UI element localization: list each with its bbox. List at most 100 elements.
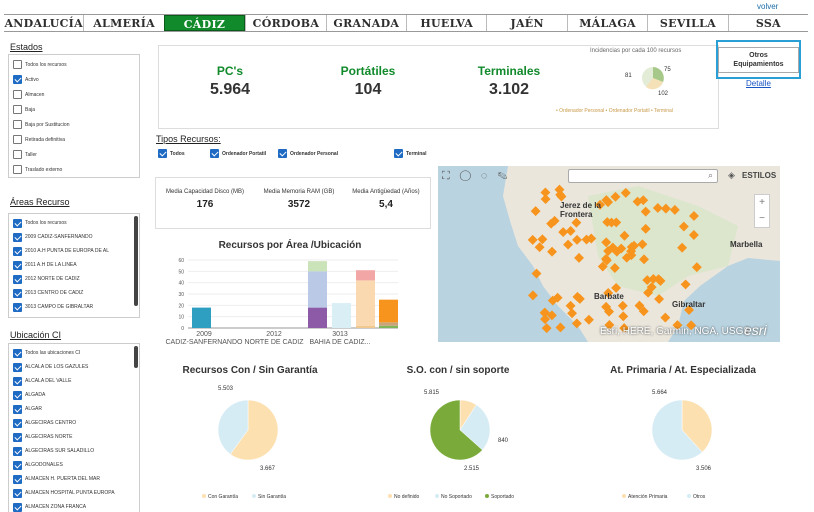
map-marker[interactable] bbox=[640, 223, 651, 234]
estados-item[interactable]: Activo bbox=[12, 72, 136, 87]
province-tab-4[interactable]: GRANADA bbox=[325, 15, 406, 31]
map-marker[interactable] bbox=[626, 250, 637, 261]
map-search-input[interactable]: ⌕ bbox=[568, 169, 718, 183]
map-marker[interactable] bbox=[565, 300, 576, 311]
ubicacion-scrollbar[interactable] bbox=[134, 346, 138, 368]
ubicacion-checkbox[interactable] bbox=[13, 376, 22, 386]
tipo-item[interactable]: Todos bbox=[158, 149, 185, 158]
ubicacion-item[interactable]: ALCALA DE LOS GAZULES bbox=[12, 360, 136, 374]
pie-slice[interactable] bbox=[217, 399, 249, 455]
province-tab-3[interactable]: CÓRDOBA bbox=[245, 15, 325, 31]
areas-item[interactable]: 2009 CADIZ-SANFERNANDO bbox=[12, 230, 136, 244]
map-marker[interactable] bbox=[609, 263, 620, 273]
map-marker[interactable] bbox=[541, 323, 552, 334]
areas-item[interactable]: 2011 A.H DE LA LINEA bbox=[12, 258, 136, 272]
pie-slice[interactable] bbox=[429, 399, 483, 461]
ubicacion-checkbox[interactable] bbox=[13, 390, 22, 400]
estados-item[interactable]: Traslado externo bbox=[12, 162, 136, 177]
map-tools[interactable]: ⛶◯◌✎ bbox=[442, 170, 518, 182]
ubicacion-checkbox[interactable] bbox=[13, 362, 22, 372]
estados-item[interactable]: Almacen bbox=[12, 87, 136, 102]
map-marker[interactable] bbox=[583, 314, 594, 325]
pie-slice[interactable] bbox=[459, 404, 491, 451]
areas-checkbox[interactable] bbox=[13, 218, 22, 228]
map-marker[interactable] bbox=[534, 242, 545, 253]
estados-checkbox[interactable] bbox=[13, 105, 22, 114]
ubicacion-checkbox[interactable] bbox=[13, 502, 22, 512]
pie-slice[interactable] bbox=[651, 399, 703, 461]
map-marker[interactable] bbox=[684, 305, 695, 315]
map-marker[interactable] bbox=[634, 300, 645, 311]
province-tab-8[interactable]: SEVILLA bbox=[647, 15, 727, 31]
pie-slice[interactable] bbox=[230, 399, 279, 461]
ubicacion-checkbox[interactable] bbox=[13, 418, 22, 428]
map-marker[interactable] bbox=[618, 311, 629, 322]
ubicacion-checkbox[interactable] bbox=[13, 404, 22, 414]
tipo-checkbox[interactable] bbox=[394, 149, 403, 158]
tipo-item[interactable]: Terminal bbox=[394, 149, 426, 158]
ubicacion-item[interactable]: ALGAR bbox=[12, 402, 136, 416]
ubicacion-item[interactable]: ALMACEN HOSPITAL PUNTA EUROPA bbox=[12, 486, 136, 500]
estados-checkbox[interactable] bbox=[13, 120, 22, 129]
province-tab-2[interactable]: CÁDIZ bbox=[163, 15, 246, 31]
ubicacion-checkbox[interactable] bbox=[13, 460, 22, 470]
zoom-out-button[interactable]: − bbox=[759, 213, 765, 224]
ubicacion-checkbox[interactable] bbox=[13, 474, 22, 484]
map-view[interactable]: ⛶◯◌✎ ⌕ ◈ ESTILOS + − Jerez de la Fronter… bbox=[438, 166, 780, 342]
map-marker[interactable] bbox=[660, 203, 671, 214]
estados-item[interactable]: Taller bbox=[12, 147, 136, 162]
tipo-checkbox[interactable] bbox=[210, 149, 219, 158]
map-marker[interactable] bbox=[571, 217, 582, 228]
areas-checkbox[interactable] bbox=[13, 274, 22, 284]
ubicacion-item[interactable]: ALGADA bbox=[12, 388, 136, 402]
map-marker[interactable] bbox=[571, 318, 582, 329]
ubicacion-item[interactable]: ALMACEN H. PUERTA DEL MAR bbox=[12, 472, 136, 486]
estados-checkbox[interactable] bbox=[13, 90, 22, 99]
map-marker[interactable] bbox=[527, 290, 538, 301]
zoom-in-button[interactable]: + bbox=[759, 197, 765, 208]
province-tab-6[interactable]: JAÉN bbox=[486, 15, 566, 31]
province-tab-1[interactable]: ALMERÍA bbox=[83, 15, 163, 31]
estados-checkbox[interactable] bbox=[13, 135, 22, 144]
ubicacion-item[interactable]: Todos las ubicaciones CI bbox=[12, 346, 136, 360]
ubicacion-checkbox[interactable] bbox=[13, 488, 22, 498]
volver-link[interactable]: volver bbox=[757, 2, 779, 11]
estados-item[interactable]: Baja bbox=[12, 102, 136, 117]
province-tab-7[interactable]: MÁLAGA bbox=[566, 15, 647, 31]
areas-checkbox[interactable] bbox=[13, 246, 22, 256]
map-marker[interactable] bbox=[540, 194, 551, 205]
map-marker[interactable] bbox=[604, 319, 615, 330]
areas-item[interactable]: 2010 A.H PUNTA DE EUROPA DE AL bbox=[12, 244, 136, 258]
estados-item[interactable]: Retirada definitiva bbox=[12, 132, 136, 147]
map-marker[interactable] bbox=[620, 187, 631, 198]
ubicacion-checkbox[interactable] bbox=[13, 432, 22, 442]
map-marker[interactable] bbox=[546, 310, 557, 321]
tipo-checkbox[interactable] bbox=[278, 149, 287, 158]
map-marker[interactable] bbox=[632, 196, 643, 207]
estilos-button[interactable]: ESTILOS bbox=[742, 171, 777, 180]
tipo-item[interactable]: Ordenador Portatil bbox=[210, 149, 266, 158]
map-marker[interactable] bbox=[555, 322, 566, 333]
estados-checkbox[interactable] bbox=[13, 60, 22, 69]
areas-checkbox[interactable] bbox=[13, 232, 22, 242]
ubicacion-checkbox[interactable] bbox=[13, 348, 22, 358]
map-marker[interactable] bbox=[549, 215, 560, 226]
map-marker[interactable] bbox=[637, 239, 648, 250]
pie-slice[interactable] bbox=[681, 399, 713, 453]
ubicacion-item[interactable]: ALGECIRAS CENTRO bbox=[12, 416, 136, 430]
areas-item[interactable]: 3013 CAMPO DE GIBRALTAR bbox=[12, 300, 136, 314]
estados-checkbox[interactable] bbox=[13, 75, 22, 84]
detalle-link[interactable]: Detalle bbox=[746, 79, 771, 88]
areas-checkbox[interactable] bbox=[13, 302, 22, 312]
areas-item[interactable]: Todos los recursos bbox=[12, 216, 136, 230]
ubicacion-checkbox[interactable] bbox=[13, 446, 22, 456]
areas-item[interactable]: 2013 CENTRO DE CADIZ bbox=[12, 286, 136, 300]
ubicacion-item[interactable]: ALMACEN ZONA FRANCA bbox=[12, 500, 136, 512]
ubicacion-item[interactable]: ALCALA DEL VALLE bbox=[12, 374, 136, 388]
areas-checkbox[interactable] bbox=[13, 260, 22, 270]
areas-item[interactable]: 2012 NORTE DE CADIZ bbox=[12, 272, 136, 286]
tipo-item[interactable]: Ordenador Personal bbox=[278, 149, 338, 158]
ubicacion-item[interactable]: ALGODONALES bbox=[12, 458, 136, 472]
estados-item[interactable]: Todos los recursos bbox=[12, 57, 136, 72]
province-tab-9[interactable]: SSA bbox=[727, 15, 808, 31]
